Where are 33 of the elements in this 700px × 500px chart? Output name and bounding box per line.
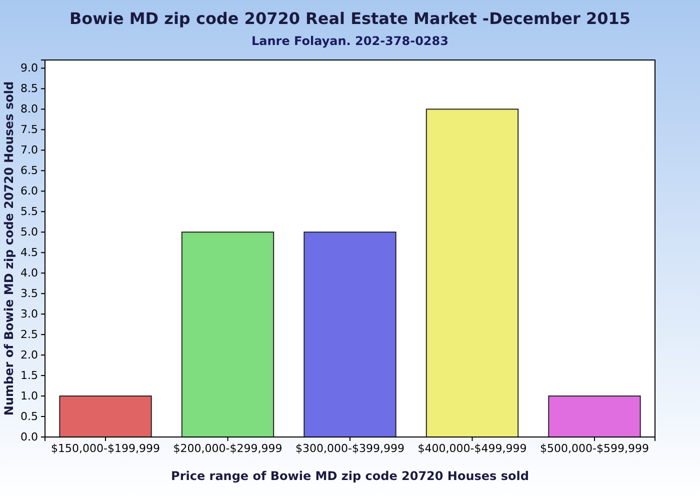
y-tick-label: 7.0 xyxy=(20,144,38,157)
bar xyxy=(426,108,519,438)
y-tick-label: 6.0 xyxy=(20,184,38,198)
chart-subtitle: Lanre Folayan. 202-378-0283 xyxy=(252,34,448,48)
y-tick-label: 4.0 xyxy=(20,266,38,280)
y-tick-label: 3.0 xyxy=(20,308,38,321)
y-tick-label: 1.5 xyxy=(20,369,38,382)
y-tick-label: 5.5 xyxy=(20,205,38,218)
x-tick-label: $500,000-$599,999 xyxy=(540,442,649,455)
chart-title: Bowie MD zip code 20720 Real Estate Market -December 2015 xyxy=(69,9,631,28)
y-tick-label: 8.5 xyxy=(20,82,38,96)
y-tick-label: 3.5 xyxy=(20,287,38,300)
bar xyxy=(59,396,152,438)
bar xyxy=(304,232,396,438)
x-tick-label: $200,000-$299,999 xyxy=(173,442,282,455)
bar xyxy=(548,396,641,438)
x-tick-label: $400,000-$499,999 xyxy=(418,442,527,455)
y-tick-label: 6.5 xyxy=(20,164,38,178)
y-tick-label: 2.5 xyxy=(20,328,38,342)
y-axis-title: Number of Bowie MD zip code 20720 Houses sold xyxy=(2,81,16,416)
y-tick-label: 0.0 xyxy=(20,430,38,444)
y-tick-label: 1.0 xyxy=(20,390,38,403)
x-axis-title: Price range of Bowie MD zip code 20720 Houses sold xyxy=(171,469,529,483)
x-tick-label: $300,000-$399,999 xyxy=(296,442,404,455)
y-tick-label: 0.5 xyxy=(20,410,38,424)
x-tick-label: $150,000-$199,999 xyxy=(51,442,160,455)
y-tick-label: 2.0 xyxy=(20,348,38,362)
bar xyxy=(181,232,274,438)
y-tick-label: 8.0 xyxy=(20,102,38,116)
y-tick-label: 7.5 xyxy=(20,123,38,136)
y-tick-label: 4.5 xyxy=(20,246,38,260)
y-tick-label: 9.0 xyxy=(20,62,38,75)
y-tick-label: 5.0 xyxy=(20,226,38,239)
